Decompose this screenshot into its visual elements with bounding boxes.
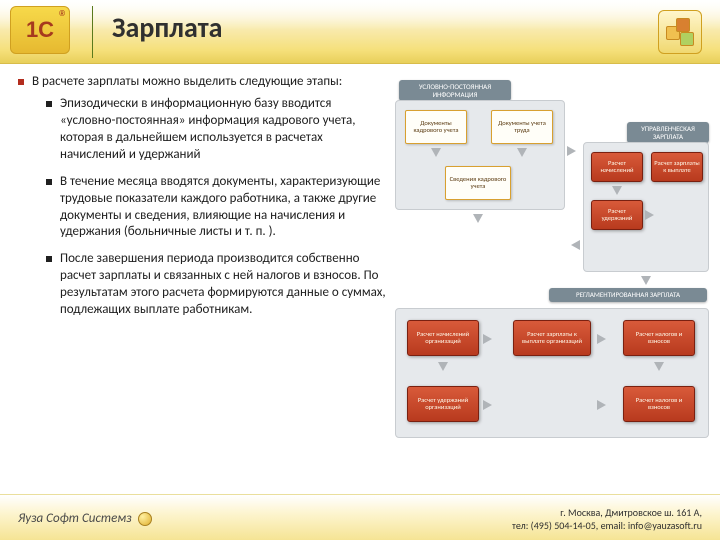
arrow-down-icon xyxy=(431,148,441,157)
header-band xyxy=(0,0,720,64)
arrow-down-icon xyxy=(517,148,527,157)
arrow-right-icon xyxy=(483,334,492,344)
process-box: Расчет удержаний xyxy=(591,200,643,230)
slide-title: Зарплата xyxy=(112,10,222,45)
arrow-right-icon xyxy=(567,146,576,156)
header-divider xyxy=(92,6,93,58)
arrow-down-icon xyxy=(612,186,622,195)
process-box: Расчет начислений xyxy=(591,152,643,182)
section-tab-mgmt-salary: УПРАВЛЕНЧЕСКАЯ ЗАРПЛАТА xyxy=(627,122,709,143)
logo-text: 1C xyxy=(26,17,54,43)
section-tab-regulated-salary: РЕГЛАМЕНТИРОВАННАЯ ЗАРПЛАТА xyxy=(549,288,707,302)
arrow-left-icon xyxy=(571,240,580,250)
process-box: Расчет начислений организаций xyxy=(407,320,479,356)
bullet-list: Эпизодически в информационную базу вводи… xyxy=(18,96,388,319)
lead-text: В расчете зарплаты можно выделить следую… xyxy=(18,74,388,90)
globe-icon xyxy=(138,512,152,526)
text-content: В расчете зарплаты можно выделить следую… xyxy=(18,74,388,329)
list-item: После завершения периода производится со… xyxy=(46,251,388,319)
list-item: В течение месяца вводятся документы, хар… xyxy=(46,174,388,242)
doc-box: Документы кадрового учета xyxy=(405,110,467,144)
process-diagram: УСЛОВНО-ПОСТОЯННАЯ ИНФОРМАЦИЯ Документы … xyxy=(395,80,711,460)
arrow-right-icon xyxy=(597,400,606,410)
footer-contact: г. Москва, Дмитровское ш. 161 А, тел: (4… xyxy=(512,506,702,532)
footer-address: г. Москва, Дмитровское ш. 161 А, xyxy=(512,506,702,519)
header-gloss xyxy=(0,0,720,30)
arrow-right-icon xyxy=(645,210,654,220)
process-box: Расчет удержаний организаций xyxy=(407,386,479,422)
doc-box: Сведения кадрового учета xyxy=(445,166,511,200)
company-name: Яуза Софт Системз xyxy=(18,511,132,526)
header-decor-icon xyxy=(658,10,702,54)
arrow-down-icon xyxy=(654,362,664,371)
arrow-down-icon xyxy=(473,214,483,223)
logo-1c: 1C ® xyxy=(10,6,74,58)
process-box: Расчет налогов и взносов xyxy=(623,386,695,422)
list-item: Эпизодически в информационную базу вводи… xyxy=(46,96,388,164)
arrow-down-icon xyxy=(438,362,448,371)
arrow-down-icon xyxy=(641,276,651,285)
footer-company: Яуза Софт Системз xyxy=(18,511,152,526)
process-box: Расчет зарплаты к выплате xyxy=(651,152,703,182)
process-box: Расчет зарплаты к выплате организаций xyxy=(513,320,591,356)
registered-icon: ® xyxy=(59,9,65,18)
process-box: Расчет налогов и взносов xyxy=(623,320,695,356)
logo-shape: 1C ® xyxy=(10,6,70,54)
arrow-right-icon xyxy=(597,334,606,344)
doc-box: Документы учета труда xyxy=(491,110,553,144)
arrow-right-icon xyxy=(483,400,492,410)
footer-phone-email: тел: (495) 504-14-05, email: info@yauzas… xyxy=(512,519,702,532)
section-tab-constant-info: УСЛОВНО-ПОСТОЯННАЯ ИНФОРМАЦИЯ xyxy=(399,80,511,101)
